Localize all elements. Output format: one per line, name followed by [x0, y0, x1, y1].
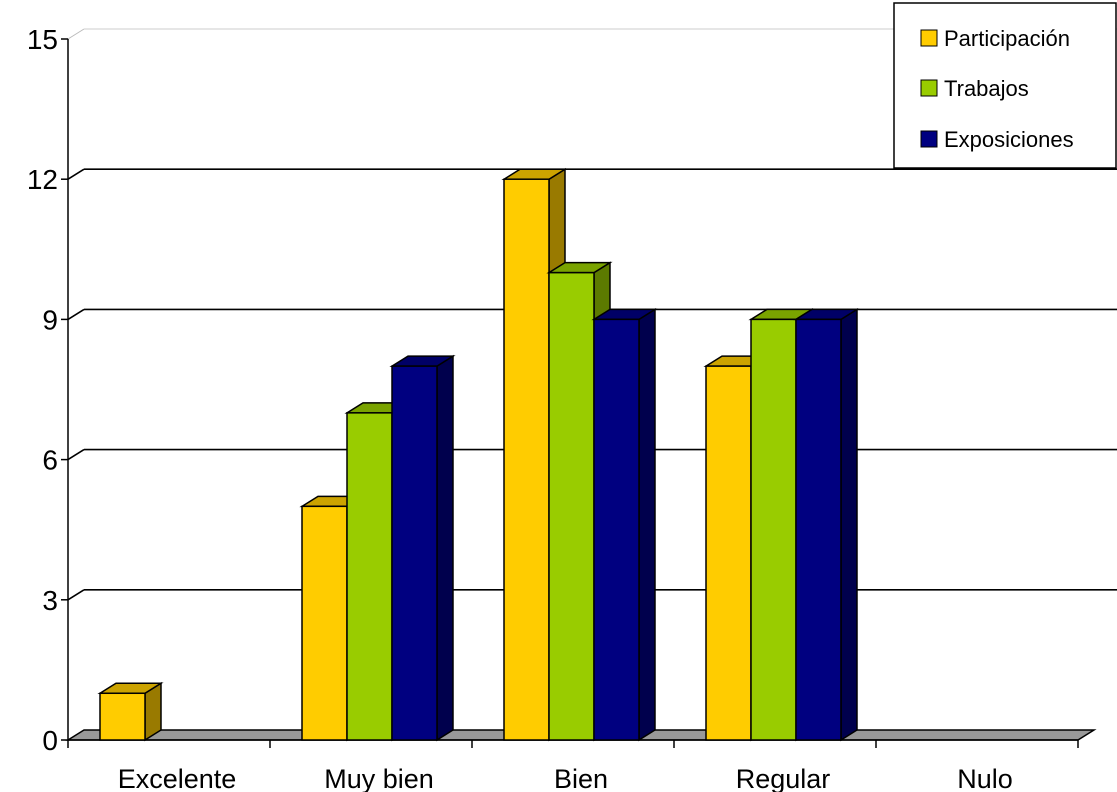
bar — [389, 354, 456, 742]
x-tick-label: Excelente — [118, 764, 237, 792]
bar — [793, 308, 860, 742]
gridline-depth — [67, 589, 85, 601]
gridline-depth — [67, 168, 85, 180]
legend-swatch-participacion — [920, 29, 938, 47]
y-tick-label: 12 — [27, 164, 58, 195]
legend-label-trabajos: Trabajos — [944, 76, 1029, 101]
bar-side — [638, 308, 656, 742]
gridline-depth — [67, 308, 85, 321]
y-tick-label: 9 — [42, 304, 58, 335]
legend-label-participacion: Participación — [944, 26, 1070, 51]
y-tick-label: 15 — [27, 24, 58, 55]
bar-front — [99, 692, 146, 741]
bar-front — [503, 178, 550, 741]
bar — [97, 681, 164, 742]
bar-front — [593, 318, 640, 741]
x-tick-label: Nulo — [957, 764, 1013, 792]
bar-front — [795, 318, 842, 741]
bar-front — [750, 318, 797, 741]
gridline-depth — [67, 448, 85, 461]
bar-front — [391, 365, 438, 741]
bar — [591, 308, 658, 742]
y-tick-label: 0 — [42, 725, 58, 756]
bar-front — [346, 412, 393, 741]
legend-label-exposiciones: Exposiciones — [944, 127, 1074, 152]
legend-swatch-exposiciones — [920, 130, 938, 148]
bar-front — [548, 271, 595, 741]
legend: Participación Trabajos Exposiciones — [893, 2, 1117, 169]
bars — [97, 167, 860, 742]
x-tick-label: Muy bien — [324, 764, 434, 792]
axes: 0 3 6 9 12 15 Excelente Muy bien Bien Regular Nulo — [27, 24, 1079, 792]
x-tick-label: Bien — [554, 764, 608, 792]
y-tick-label: 3 — [42, 585, 58, 616]
legend-swatch-trabajos — [920, 79, 938, 97]
bar-front — [301, 505, 348, 741]
bar-side — [436, 354, 454, 742]
gridline-depth — [67, 28, 85, 40]
bar-front — [705, 365, 752, 741]
y-tick-label: 6 — [42, 445, 58, 476]
bar-side — [840, 308, 858, 742]
x-tick-label: Regular — [736, 764, 831, 792]
